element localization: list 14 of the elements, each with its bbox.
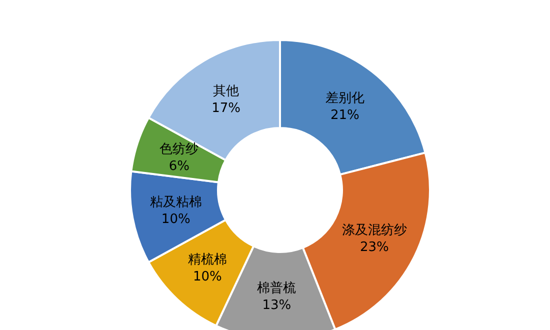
data-label: 13% bbox=[262, 298, 292, 313]
data-label: 10% bbox=[161, 212, 190, 227]
slice-label: 涤及混纺纱 bbox=[342, 223, 407, 238]
data-label: 23% bbox=[360, 240, 389, 256]
data-label: 17% bbox=[212, 100, 240, 116]
slice-label: 精梳棉 bbox=[188, 252, 227, 268]
slice-label: 色纺纱 bbox=[160, 142, 199, 158]
slice-label: 其他 bbox=[213, 84, 240, 99]
data-label: 21% bbox=[330, 108, 360, 124]
data-label: 10% bbox=[192, 269, 222, 284]
slice-label: 粘及粘棉 bbox=[150, 194, 202, 210]
data-label: 6% bbox=[168, 159, 190, 174]
slice-label: 棉普梳 bbox=[257, 280, 296, 296]
slice-label: 差别化 bbox=[325, 91, 364, 106]
